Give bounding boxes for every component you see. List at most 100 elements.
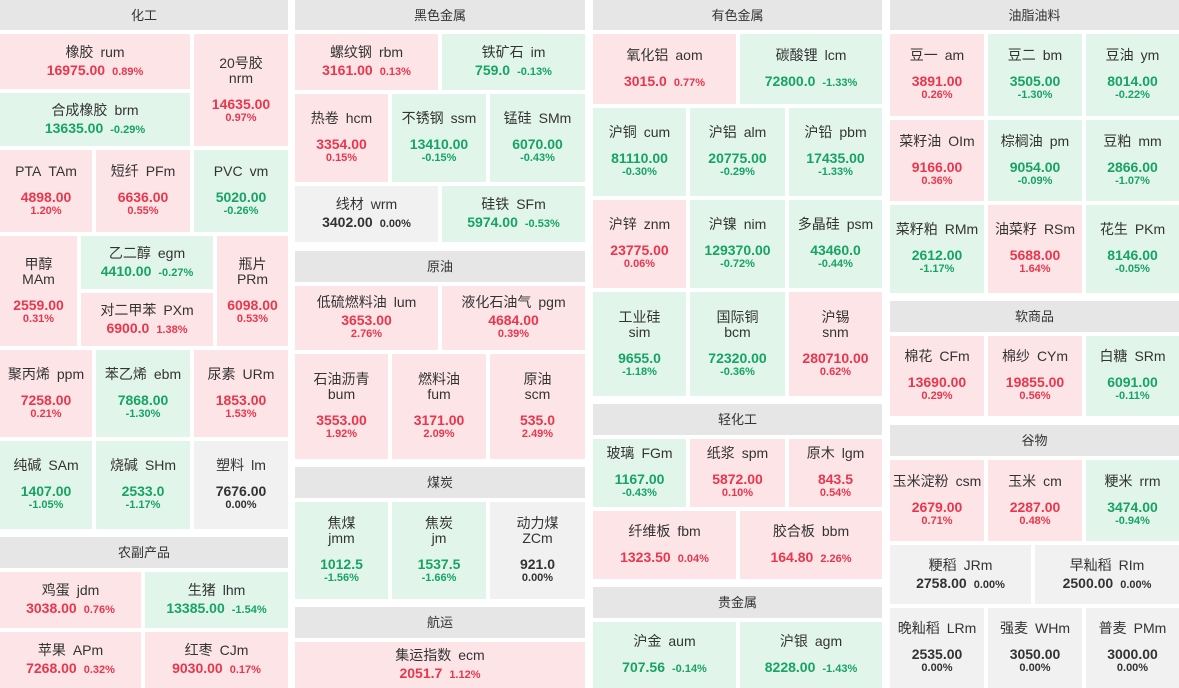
contract-code: APm [72,642,104,658]
quote-tile-rrm[interactable]: 粳米 rrm 3474.00 -0.94% [1086,460,1179,541]
quote-tile-bbm[interactable]: 胶合板 bbm 164.80 2.26% [740,511,882,579]
quote-tile-aum[interactable]: 沪金 aum 707.56 -0.14% [593,622,736,688]
quote-tile-rsm[interactable]: 油菜籽 RSm 5688.00 1.64% [988,205,1082,293]
change-percent: -1.66% [421,572,457,584]
quote-tile-fbm[interactable]: 纤维板 fbm 1323.50 0.04% [593,511,736,579]
contract-name: 原油 [523,371,552,387]
quote-values: 81110.00 -0.30% [611,151,668,179]
quote-tile-ecm[interactable]: 集运指数 ecm 2051.7 1.12% [295,642,585,688]
quote-tile-brm[interactable]: 合成橡胶 brm 13635.00 -0.29% [0,93,190,146]
contract-name: 豆粕 [1103,132,1132,149]
quote-tile-srm[interactable]: 白糖 SRm 6091.00 -0.11% [1086,336,1179,416]
price-value: 6900.0 [106,319,150,336]
quote-tile-snm[interactable]: 沪锡 snm 280710.00 0.62% [789,292,882,396]
quote-tile-lm[interactable]: 塑料 lm 7676.00 0.00% [194,441,288,529]
quote-values: 5974.00 -0.53% [467,215,559,231]
quote-tile-jm[interactable]: 焦炭 jm 1537.5 -1.66% [392,502,486,599]
quote-tile-lhm[interactable]: 生猪 lhm 13385.00 -1.54% [145,572,288,628]
quote-tile-vm[interactable]: PVC vm 5020.00 -0.26% [194,150,288,232]
quote-tile-apm[interactable]: 苹果 APm 7268.00 0.32% [0,632,141,688]
contract-label: 20号胶 nrm [219,55,263,86]
quote-tile-cjm[interactable]: 红枣 CJm 9030.00 0.17% [145,632,288,688]
quote-tile-pbm[interactable]: 沪铅 pbm 17435.00 -1.33% [789,108,882,196]
contract-name: 合成橡胶 [51,101,108,118]
quote-tile-pkm[interactable]: 花生 PKm 8146.00 -0.05% [1086,205,1179,293]
quote-tile-bm[interactable]: 豆二 bm 3505.00 -1.30% [988,34,1082,116]
quote-tile-spm[interactable]: 纸浆 spm 5872.00 0.10% [690,439,785,507]
quote-tile-jrm[interactable]: 粳稻 JRm 2758.00 0.00% [890,545,1031,604]
quote-tile-whm[interactable]: 强麦 WHm 3050.00 0.00% [988,608,1082,688]
change-percent: -0.13% [517,66,552,78]
quote-tile-pgm[interactable]: 液化石油气 pgm 4684.00 0.39% [442,286,585,350]
quote-values: 7268.00 0.32% [26,661,115,677]
quote-tile-pmm[interactable]: 普麦 PMm 3000.00 0.00% [1086,608,1179,688]
quote-tile-pxm[interactable]: 对二甲苯 PXm 6900.0 1.38% [81,293,213,346]
quote-tile-shm[interactable]: 烧碱 SHm 2533.0 -1.17% [96,441,190,529]
quote-tile-agm[interactable]: 沪银 agm 8228.00 -1.43% [740,622,882,688]
quote-tile-urm[interactable]: 尿素 URm 1853.00 1.53% [194,350,288,437]
contract-label: 晚籼稻 LRm [898,621,977,636]
contract-label: 棉纱 CYm [1002,349,1068,364]
quote-tile-tam[interactable]: PTA TAm 4898.00 1.20% [0,150,92,232]
quote-values: 14635.00 0.97% [212,96,270,125]
quote-tile-lcm[interactable]: 碳酸锂 lcm 72800.0 -1.33% [740,34,882,104]
quote-tile-rum[interactable]: 橡胶 rum 16975.00 0.89% [0,34,190,89]
quote-tile-lgm[interactable]: 原木 lgm 843.5 0.54% [789,439,882,507]
quote-tile-fum[interactable]: 燃料油 fum 3171.00 2.09% [392,354,486,459]
quote-tile-lrm[interactable]: 晚籼稻 LRm 2535.00 0.00% [890,608,984,688]
quote-tile-fgm[interactable]: 玻璃 FGm 1167.00 -0.43% [593,439,686,507]
quote-tile-sfm[interactable]: 硅铁 SFm 5974.00 -0.53% [442,186,585,242]
quote-tile-pfm[interactable]: 短纤 PFm 6636.00 0.55% [96,150,190,232]
price-value: 1012.5 [320,556,363,572]
quote-tile-rim[interactable]: 早籼稻 RIm 2500.00 0.00% [1035,545,1179,604]
quote-tile-znm[interactable]: 沪锌 znm 23775.00 0.06% [593,200,686,288]
quote-tile-ssm[interactable]: 不锈钢 ssm 13410.00 -0.15% [392,94,486,182]
contract-code: RSm [1043,221,1076,237]
quote-tile-aom[interactable]: 氧化铝 aom 3015.0 0.77% [593,34,736,104]
quote-tile-scm[interactable]: 原油 scm 535.0 2.49% [490,354,585,459]
quote-tile-cfm[interactable]: 棉花 CFm 13690.00 0.29% [890,336,984,416]
quote-tile-psm[interactable]: 多晶硅 psm 43460.0 -0.44% [789,200,882,288]
quote-tile-smm[interactable]: 锰硅 SMm 6070.00 -0.43% [490,94,585,182]
contract-code: lhm [222,582,246,598]
quote-tile-alm[interactable]: 沪铝 alm 20775.00 -0.29% [690,108,785,196]
quote-tile-ym[interactable]: 豆油 ym 8014.00 -0.22% [1086,34,1179,116]
quote-tile-ebm[interactable]: 苯乙烯 ebm 7868.00 -1.30% [96,350,190,437]
quote-tile-rmm[interactable]: 菜籽粕 RMm 2612.00 -1.17% [890,205,984,293]
quote-tile-prm[interactable]: 瓶片 PRm 6098.00 0.53% [217,236,288,346]
quote-tile-ppm[interactable]: 聚丙烯 ppm 7258.00 0.21% [0,350,92,437]
quote-tile-nrm[interactable]: 20号胶 nrm 14635.00 0.97% [194,34,288,146]
quote-tile-cm[interactable]: 玉米 cm 2287.00 0.48% [988,460,1082,541]
contract-label: 菜籽油 OIm [899,133,974,149]
quote-tile-im[interactable]: 铁矿石 im 759.0 -0.13% [442,34,585,90]
quote-tile-jmm[interactable]: 焦煤 jmm 1012.5 -1.56% [295,502,388,599]
quote-tile-sam[interactable]: 纯碱 SAm 1407.00 -1.05% [0,441,92,529]
contract-code: bbm [821,523,850,539]
quote-tile-rbm[interactable]: 螺纹钢 rbm 3161.00 0.13% [295,34,438,90]
contract-code: FGm [641,445,673,461]
quote-tile-cum[interactable]: 沪铜 cum 81110.00 -0.30% [593,108,686,196]
quote-tile-sim[interactable]: 工业硅 sim 9655.0 -1.18% [593,292,686,396]
quote-tile-cym[interactable]: 棉纱 CYm 19855.00 0.56% [988,336,1082,416]
contract-label: 油菜籽 RSm [995,222,1075,237]
quote-tile-wrm[interactable]: 线材 wrm 3402.00 0.00% [295,186,438,242]
quote-tile-jdm[interactable]: 鸡蛋 jdm 3038.00 0.76% [0,572,141,628]
price-value: 3553.00 [316,412,367,428]
quote-tile-am[interactable]: 豆一 am 3891.00 0.26% [890,34,984,116]
quote-tile-mm[interactable]: 豆粕 mm 2866.00 -1.07% [1086,120,1179,201]
contract-name: 胶合板 [772,523,815,539]
quote-tile-bcm[interactable]: 国际铜 bcm 72320.00 -0.36% [690,292,785,396]
quote-tile-egm[interactable]: 乙二醇 egm 4410.00 -0.27% [81,236,213,289]
quote-tile-oim[interactable]: 菜籽油 OIm 9166.00 0.36% [890,120,984,201]
quote-tile-nim[interactable]: 沪镍 nim 129370.00 -0.72% [690,200,785,288]
quote-tile-csm[interactable]: 玉米淀粉 csm 2679.00 0.71% [890,460,984,541]
contract-code: znm [643,216,671,232]
contract-code: TAm [48,163,77,179]
quote-tile-bum[interactable]: 石油沥青 bum 3553.00 1.92% [295,354,388,459]
quote-tile-lum[interactable]: 低硫燃料油 lum 3653.00 2.76% [295,286,438,350]
quote-tile-mam[interactable]: 甲醇 MAm 2559.00 0.31% [0,236,77,346]
contract-name: 焦炭 [425,515,453,531]
quote-tile-zcm[interactable]: 动力煤 ZCm 921.0 0.00% [490,502,585,599]
quote-tile-pm[interactable]: 棕榈油 pm 9054.00 -0.09% [988,120,1082,201]
quote-tile-hcm[interactable]: 热卷 hcm 3354.00 0.15% [295,94,388,182]
